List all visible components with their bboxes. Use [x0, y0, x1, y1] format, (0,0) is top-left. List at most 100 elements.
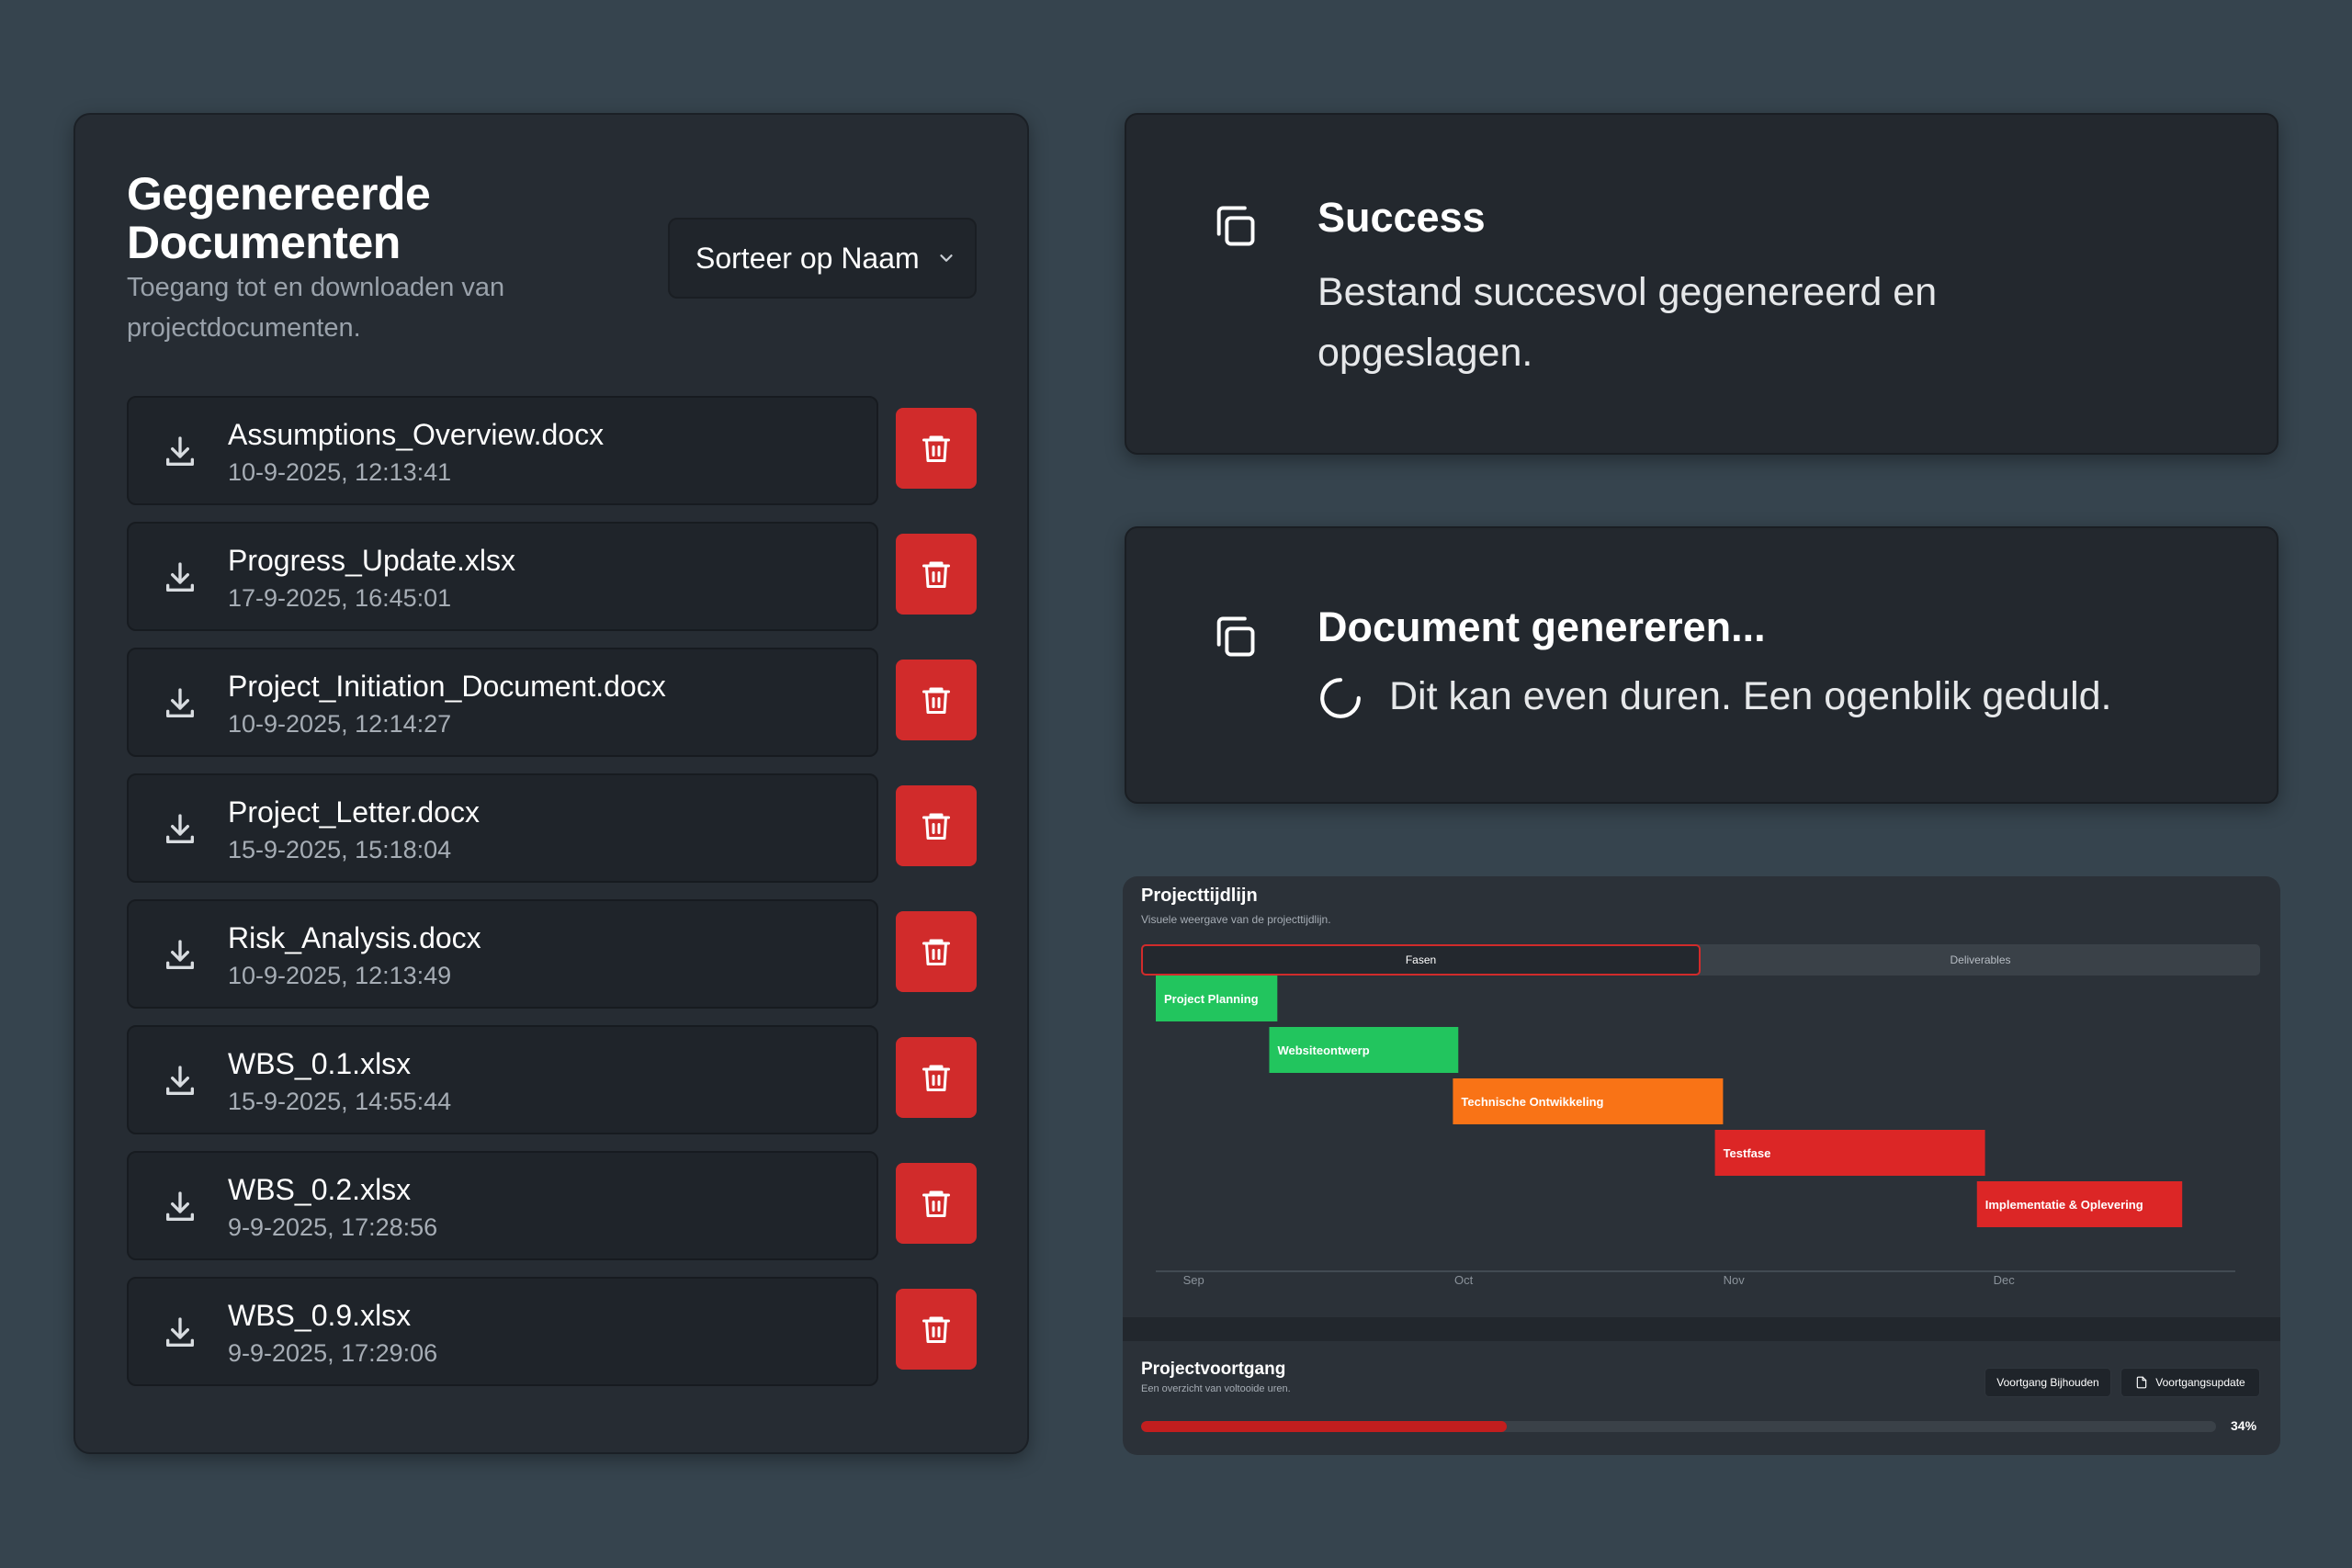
document-name: Assumptions_Overview.docx: [228, 418, 605, 451]
gantt-bar-label: Project Planning: [1164, 992, 1259, 1006]
panel-title: Gegenereerde Documenten: [127, 168, 431, 268]
document-list: Assumptions_Overview.docx 10-9-2025, 12:1…: [127, 396, 977, 1403]
gantt-bar[interactable]: [1156, 976, 1278, 1021]
gantt-bar[interactable]: [1714, 1130, 1985, 1176]
delete-button[interactable]: [896, 534, 977, 615]
document-row: Progress_Update.xlsx 17-9-2025, 16:45:01: [127, 522, 977, 631]
toast-message: Dit kan even duren. Een ogenblik geduld.: [1389, 674, 2112, 718]
download-icon: [166, 1191, 194, 1221]
progress-bar: [1141, 1421, 2216, 1432]
gantt-bar-label: Implementatie & Oplevering: [1985, 1198, 2143, 1212]
document-download-item[interactable]: Progress_Update.xlsx 17-9-2025, 16:45:01: [127, 522, 878, 631]
gantt-chart: Project Planning Websiteontwerp Technische…: [1156, 976, 2235, 1287]
document-row: Project_Letter.docx 15-9-2025, 15:18:04: [127, 773, 977, 883]
document-row: WBS_0.9.xlsx 9-9-2025, 17:29:06: [127, 1277, 977, 1386]
panel-subtitle: Toegang tot en downloaden van projectdoc…: [127, 273, 505, 343]
trash-icon: [922, 939, 950, 965]
gantt-bar-label: Technische Ontwikkeling: [1461, 1095, 1603, 1109]
tab-fasen[interactable]: Fasen: [1141, 944, 1701, 976]
progress-subtitle: Een overzicht van voltooide uren.: [1141, 1383, 1291, 1394]
download-icon: [166, 562, 194, 592]
sort-dropdown[interactable]: Sorteer op Naam: [668, 218, 977, 299]
delete-button[interactable]: [896, 911, 977, 992]
delete-button[interactable]: [896, 660, 977, 740]
document-name: Risk_Analysis.docx: [228, 921, 481, 954]
document-name: Project_Letter.docx: [228, 795, 480, 829]
documents-panel: Gegenereerde Documenten Toegang tot en d…: [74, 113, 1029, 1454]
trash-icon: [922, 435, 950, 462]
document-name: Project_Initiation_Document.docx: [228, 670, 666, 703]
gantt-bar[interactable]: [1453, 1078, 1724, 1124]
delete-button[interactable]: [896, 1037, 977, 1118]
gantt-bar[interactable]: [1976, 1181, 2183, 1227]
document-download-item[interactable]: WBS_0.1.xlsx 15-9-2025, 14:55:44: [127, 1025, 878, 1134]
trash-icon: [922, 1065, 950, 1091]
download-icon: [166, 1066, 194, 1095]
gantt-bar-label: Testfase: [1724, 1146, 1771, 1160]
download-icon: [166, 436, 194, 466]
copy-icon: [1216, 206, 1255, 246]
spinner-icon: [1320, 678, 1361, 718]
progress-update-button[interactable]: Voortgangsupdate: [2120, 1368, 2260, 1397]
trash-icon: [922, 1316, 950, 1343]
document-row: Assumptions_Overview.docx 10-9-2025, 12:1…: [127, 396, 977, 505]
success-toast: Success Bestand succesvol gegenereerd en…: [1125, 113, 2278, 455]
document-download-item[interactable]: WBS_0.2.xlsx 9-9-2025, 17:28:56: [127, 1151, 878, 1260]
download-icon: [166, 814, 194, 843]
document-date: 10-9-2025, 12:14:27: [228, 710, 452, 738]
progress-update-label: Voortgangsupdate: [2155, 1376, 2245, 1389]
delete-button[interactable]: [896, 785, 977, 866]
delete-button[interactable]: [896, 1163, 977, 1244]
track-progress-button[interactable]: Voortgang Bijhouden: [1984, 1368, 2111, 1397]
progress-title: Projectvoortgang: [1141, 1359, 1286, 1379]
section-divider: [1123, 1317, 2280, 1341]
document-download-item[interactable]: Assumptions_Overview.docx 10-9-2025, 12:1…: [127, 396, 878, 505]
delete-button[interactable]: [896, 408, 977, 489]
document-download-item[interactable]: Risk_Analysis.docx 10-9-2025, 12:13:49: [127, 899, 878, 1009]
gantt-bar-label: Websiteontwerp: [1277, 1043, 1369, 1057]
progress-percent: 34%: [2231, 1418, 2257, 1433]
timeline-card: Projecttijdlijn Visuele weergave van de …: [1123, 876, 2280, 1455]
timeline-subtitle: Visuele weergave van de projecttijdlijn.: [1141, 913, 1331, 926]
timeline-title: Projecttijdlijn: [1141, 886, 1258, 906]
timeline-tabs: Fasen Deliverables: [1141, 944, 2260, 976]
document-download-item[interactable]: WBS_0.9.xlsx 9-9-2025, 17:29:06: [127, 1277, 878, 1386]
document-date: 15-9-2025, 15:18:04: [228, 836, 452, 863]
chevron-down-icon: [940, 254, 953, 262]
x-tick-label: Nov: [1724, 1273, 1746, 1287]
document-date: 9-9-2025, 17:28:56: [228, 1213, 438, 1241]
document-name: WBS_0.2.xlsx: [228, 1173, 412, 1206]
copy-icon: [1216, 616, 1255, 657]
sort-dropdown-label: Sorteer op Naam: [695, 241, 920, 275]
progress-bar-fill: [1141, 1421, 1507, 1432]
document-download-item[interactable]: Project_Initiation_Document.docx 10-9-202…: [127, 648, 878, 757]
document-icon: [2137, 1376, 2147, 1389]
x-tick-label: Oct: [1454, 1273, 1474, 1287]
document-date: 17-9-2025, 16:45:01: [228, 584, 452, 612]
document-name: WBS_0.1.xlsx: [228, 1047, 412, 1080]
tab-deliverables[interactable]: Deliverables: [1950, 953, 2011, 966]
x-tick-label: Dec: [1994, 1273, 2016, 1287]
toast-title: Document genereren...: [1317, 604, 1766, 650]
document-row: Project_Initiation_Document.docx 10-9-202…: [127, 648, 977, 757]
download-icon: [166, 1317, 194, 1347]
document-date: 10-9-2025, 12:13:41: [228, 458, 452, 486]
document-download-item[interactable]: Project_Letter.docx 15-9-2025, 15:18:04: [127, 773, 878, 883]
loading-toast: Document genereren... Dit kan even duren…: [1125, 526, 2278, 804]
document-date: 9-9-2025, 17:29:06: [228, 1339, 438, 1367]
download-icon: [166, 688, 194, 717]
toast-title: Success: [1317, 194, 1486, 241]
document-row: WBS_0.1.xlsx 15-9-2025, 14:55:44: [127, 1025, 977, 1134]
delete-button[interactable]: [896, 1289, 977, 1370]
document-row: Risk_Analysis.docx 10-9-2025, 12:13:49: [127, 899, 977, 1009]
x-tick-label: Sep: [1183, 1273, 1204, 1287]
document-name: WBS_0.9.xlsx: [228, 1299, 412, 1332]
download-icon: [166, 940, 194, 969]
gantt-bar[interactable]: [1269, 1027, 1459, 1073]
trash-icon: [922, 813, 950, 840]
trash-icon: [922, 1190, 950, 1217]
document-date: 15-9-2025, 14:55:44: [228, 1088, 452, 1115]
toast-message: Bestand succesvol gegenereerd en opgesla…: [1317, 270, 1938, 375]
trash-icon: [922, 687, 950, 714]
document-name: Progress_Update.xlsx: [228, 544, 516, 577]
